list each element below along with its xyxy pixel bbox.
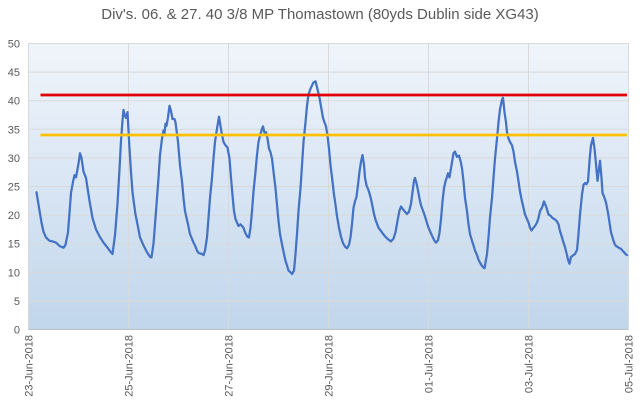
y-tick-label: 15 — [8, 239, 20, 251]
y-tick-label: 20 — [8, 210, 20, 222]
y-tick-label: 45 — [8, 67, 20, 79]
x-tick-label: 25-Jun-2018 — [124, 335, 136, 397]
y-tick-label: 30 — [8, 153, 20, 165]
x-tick-label: 23-Jun-2018 — [24, 335, 36, 397]
x-tick-label: 03-Jul-2018 — [524, 335, 536, 393]
x-tick-label: 27-Jun-2018 — [224, 335, 236, 397]
y-tick-label: 25 — [8, 182, 20, 194]
y-tick-label: 0 — [14, 325, 20, 337]
y-tick-label: 40 — [8, 96, 20, 108]
y-tick-label: 50 — [8, 39, 20, 51]
x-tick-label: 29-Jun-2018 — [324, 335, 336, 397]
y-tick-label: 35 — [8, 124, 20, 136]
chart-title: Div's. 06. & 27. 40 3/8 MP Thomastown (8… — [101, 6, 539, 23]
x-tick-label: 01-Jul-2018 — [424, 335, 436, 393]
series-line-water-level — [35, 80, 629, 276]
y-tick-label: 5 — [14, 296, 20, 308]
y-tick-label: 10 — [8, 267, 20, 279]
x-tick-label: 05-Jul-2018 — [624, 335, 636, 393]
